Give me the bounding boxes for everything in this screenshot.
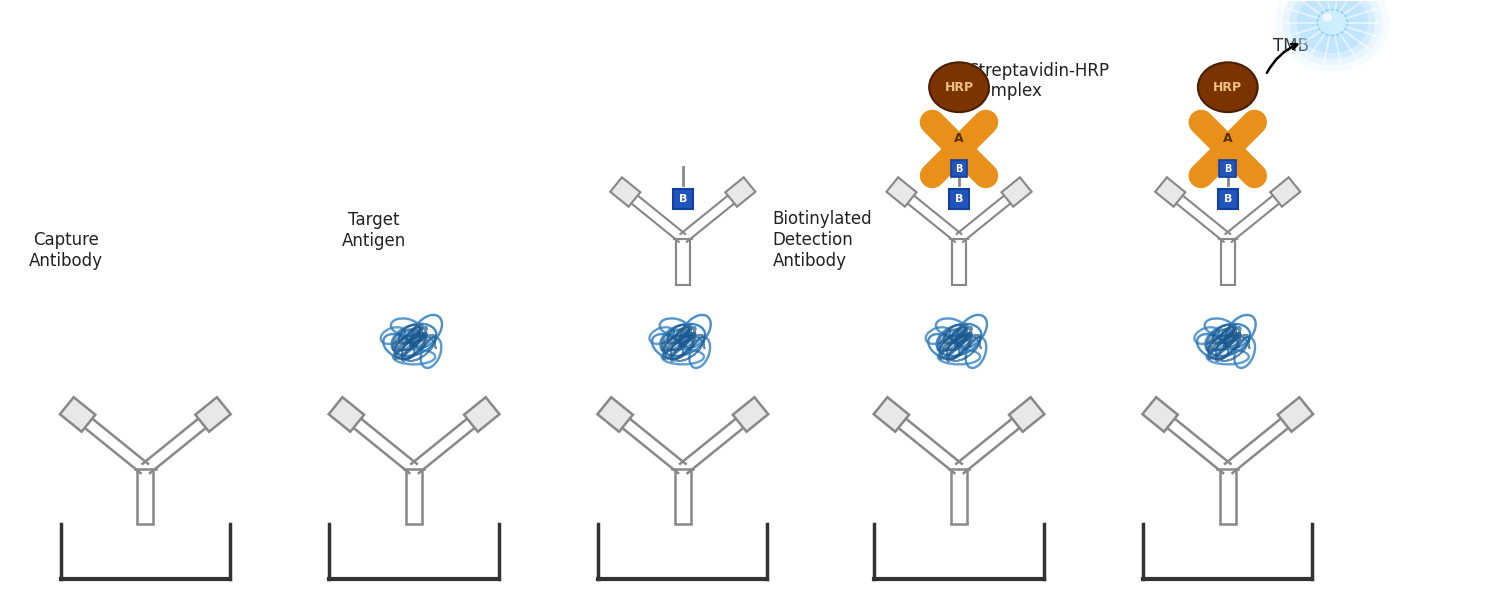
Ellipse shape [1323,14,1332,22]
Text: Target
Antigen: Target Antigen [342,211,406,250]
Polygon shape [873,397,909,432]
Text: B: B [956,164,963,174]
Text: HRP: HRP [1214,81,1242,94]
Text: B: B [1224,194,1232,204]
Polygon shape [195,397,231,432]
Ellipse shape [1290,0,1376,59]
Polygon shape [60,397,96,432]
Text: B: B [678,194,687,204]
Polygon shape [610,178,640,206]
Text: B: B [1224,164,1232,174]
Polygon shape [464,397,500,432]
Polygon shape [1270,178,1300,206]
Polygon shape [1143,397,1178,432]
Polygon shape [1155,178,1185,206]
Polygon shape [1278,397,1312,432]
Text: B: B [956,194,963,204]
Text: Biotinylated
Detection
Antibody: Biotinylated Detection Antibody [772,211,871,270]
Text: TMB: TMB [1272,37,1308,55]
Polygon shape [886,178,916,206]
Polygon shape [1010,397,1044,432]
Ellipse shape [1275,0,1390,71]
Text: A: A [954,133,964,145]
Polygon shape [726,178,756,206]
Text: Streptavidin-HRP
Complex: Streptavidin-HRP Complex [969,62,1110,100]
Polygon shape [328,397,364,432]
Ellipse shape [1282,0,1382,65]
Text: Capture
Antibody: Capture Antibody [28,231,102,269]
Polygon shape [597,397,633,432]
Ellipse shape [928,62,988,112]
Ellipse shape [1296,0,1368,53]
Polygon shape [1002,178,1032,206]
Text: A: A [1222,133,1233,145]
Ellipse shape [1317,10,1347,35]
Polygon shape [734,397,768,432]
Ellipse shape [1198,62,1257,112]
Text: HRP: HRP [945,81,974,94]
